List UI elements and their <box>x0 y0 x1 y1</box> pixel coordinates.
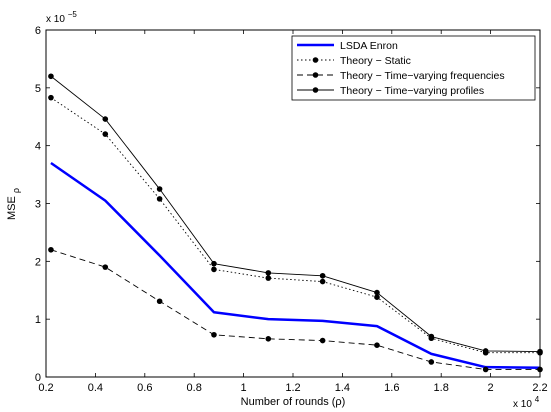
axis-ticks: 0.2 0.4 0.6 0.8 1 1.2 1.4 1.6 1.8 2 2.2 0 1 2 3 4 5 6 <box>35 25 548 394</box>
series-freq <box>48 246 543 373</box>
y-axis-label-main: MSE <box>6 196 18 220</box>
x-tick-label: 0.2 <box>38 382 53 394</box>
x-tick-label: 0.8 <box>187 382 202 394</box>
series-profiles <box>48 73 543 355</box>
y-tick-label: 2 <box>35 256 41 268</box>
data-point-profiles <box>48 73 54 80</box>
data-point-static <box>102 131 109 137</box>
data-point-profiles <box>265 270 272 276</box>
data-point-freq <box>482 366 489 373</box>
series-line-freq <box>50 249 540 370</box>
data-point-profiles <box>319 272 326 279</box>
series-line-profiles <box>50 75 541 353</box>
data-point-freq <box>319 337 326 344</box>
series-line-static <box>50 97 540 354</box>
y-tick-label: 0 <box>35 372 41 384</box>
y-tick-label: 3 <box>35 199 41 211</box>
x-tick-label: 1.2 <box>285 382 300 394</box>
legend-box <box>291 35 536 101</box>
y-tick-label: 4 <box>35 141 41 153</box>
legend-item-static: Theory − Static <box>297 55 411 67</box>
x-multiplier-exp: 4 <box>535 395 540 404</box>
y-multiplier-base: x 10 <box>46 14 65 25</box>
x-tick-label: 0.6 <box>137 382 152 394</box>
data-point-static <box>265 275 272 281</box>
y-multiplier: x 10 −5 <box>46 10 77 25</box>
x-tick-label: 2.2 <box>532 382 547 394</box>
legend-label-freq: Theory − Time−varying frequencies <box>340 70 505 82</box>
data-point-profiles <box>102 116 109 122</box>
legend-marker-static <box>312 57 319 63</box>
legend-marker-freq <box>312 72 319 78</box>
data-point-freq <box>102 264 109 270</box>
x-axis-label: Number of rounds (ρ) <box>241 396 346 408</box>
data-point-static <box>211 266 217 273</box>
data-point-static <box>156 196 163 202</box>
series-lsda <box>50 161 541 369</box>
x-tick-label: 1.6 <box>384 382 399 394</box>
series-line-lsda <box>50 161 541 369</box>
x-tick-label: 2 <box>488 382 494 394</box>
x-tick-label: 1.8 <box>434 382 449 394</box>
data-point-freq <box>265 336 272 342</box>
data-point-freq <box>211 331 217 338</box>
legend-item-freq: Theory − Time−varying frequencies <box>297 70 505 82</box>
y-axis-label-sub: ρ <box>11 188 21 193</box>
data-point-profiles <box>374 289 380 296</box>
legend-item-lsda: LSDA Enron <box>297 40 398 52</box>
legend: LSDA Enron Theory − Static Theory − Time… <box>291 35 536 101</box>
x-multiplier: x 10 4 <box>513 395 540 410</box>
plot-frame <box>45 29 541 378</box>
y-multiplier-exp: −5 <box>68 10 78 19</box>
data-point-profiles <box>428 333 435 340</box>
x-tick-label: 0.4 <box>88 382 103 394</box>
data-point-freq <box>156 298 163 305</box>
data-point-static <box>374 294 380 300</box>
y-tick-label: 1 <box>35 314 41 326</box>
data-point-profiles <box>156 186 163 192</box>
legend-item-profiles: Theory − Time−varying profiles <box>297 85 484 97</box>
x-tick-label: 1 <box>241 382 247 394</box>
data-point-freq <box>428 359 435 365</box>
y-axis-label: MSE ρ <box>6 188 21 220</box>
series-layer <box>48 73 543 373</box>
y-tick-label: 5 <box>35 83 41 95</box>
data-point-freq <box>374 342 380 348</box>
data-point-static <box>48 94 54 101</box>
y-tick-label: 6 <box>35 25 41 37</box>
data-point-static <box>319 278 326 285</box>
data-point-profiles <box>482 348 489 354</box>
data-point-freq <box>48 246 54 253</box>
legend-label-profiles: Theory − Time−varying profiles <box>340 85 484 97</box>
x-multiplier-base: x 10 <box>513 399 532 410</box>
legend-marker-profiles <box>312 87 319 93</box>
legend-label-lsda: LSDA Enron <box>340 40 398 52</box>
data-point-profiles <box>211 260 217 267</box>
legend-label-static: Theory − Static <box>340 55 411 67</box>
x-tick-label: 1.4 <box>335 382 350 394</box>
